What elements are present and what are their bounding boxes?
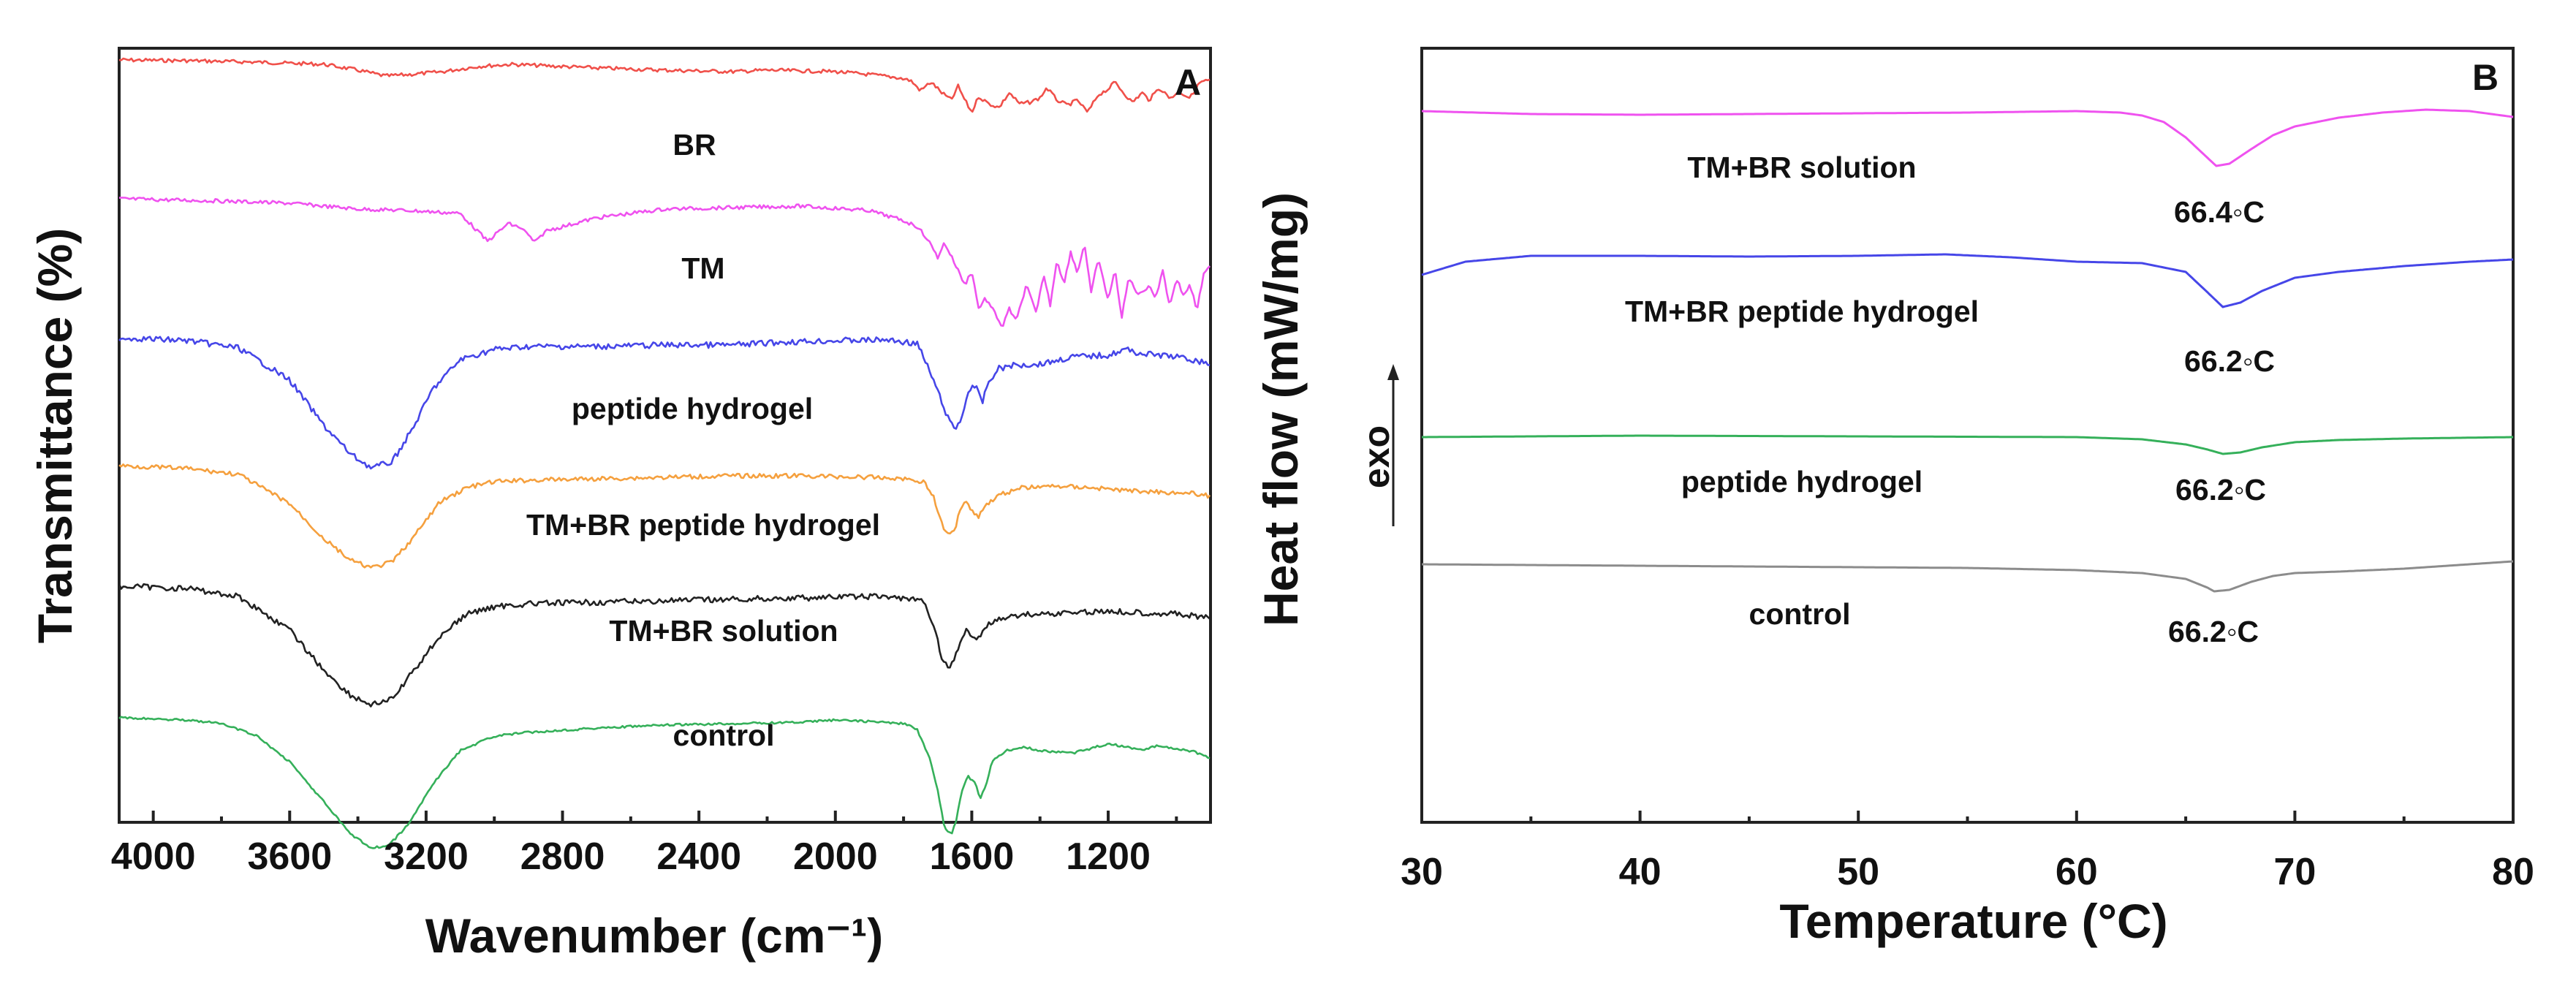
ftir-series-tm-br-peptide-hydrogel: [118, 463, 1211, 569]
ftir-x-tick-label: 2000: [793, 835, 878, 878]
dsc-peak-label-tmbr-peptide-hydrogel: 66.2◦C: [2184, 344, 2275, 378]
ftir-x-tick-label: 1600: [930, 835, 1015, 878]
dsc-x-tick-label: 40: [1619, 851, 1662, 893]
ftir-plot-frame: [118, 47, 1212, 824]
ftir-x-tick-label: 1200: [1066, 835, 1151, 878]
dsc-x-tick-label: 70: [2273, 851, 2316, 893]
dsc-x-tick-label: 60: [2056, 851, 2098, 893]
ftir-label-tmbr-solution: TM+BR solution: [609, 614, 838, 648]
dsc-series-control: [1422, 560, 2514, 593]
ftir-label-control: control: [673, 719, 775, 752]
exo-arrow-head: [1387, 364, 1399, 380]
panel-a-letter: A: [1175, 62, 1201, 103]
dsc-x-ticks: 30 40 50 60 70 80: [1401, 811, 2534, 893]
ftir-x-ticks: 4000 3600 3200 2800 2400 2000 1600 1200: [111, 811, 1178, 878]
dsc-label-tmbr-solution: TM+BR solution: [1687, 151, 1916, 184]
ftir-x-tick-label: 4000: [111, 835, 196, 878]
ftir-y-axis-title: Transmittance (%): [28, 228, 82, 643]
dsc-x-tick-label: 50: [1837, 851, 1879, 893]
ftir-series-peptide-hydrogel: [118, 336, 1211, 470]
dsc-peak-label-tmbr-solution: 66.4◦C: [2174, 195, 2265, 229]
ftir-series-tm-br-solution: [118, 583, 1211, 708]
dsc-x-tick-label: 80: [2492, 851, 2534, 893]
dsc-label-control: control: [1749, 597, 1851, 631]
dsc-series-group: [1421, 108, 2514, 593]
ftir-label-tmbr-peptide-hydrogel: TM+BR peptide hydrogel: [526, 508, 880, 542]
dsc-label-peptide-hydrogel: peptide hydrogel: [1681, 465, 1922, 498]
dsc-label-tmbr-peptide-hydrogel: TM+BR peptide hydrogel: [1625, 295, 1979, 328]
dsc-panel: 30 40 50 60 70 80 B TM+BR solution TM+BR pept…: [1254, 47, 2534, 948]
ftir-label-peptide-hydrogel: peptide hydrogel: [572, 392, 813, 425]
dsc-y-axis-title: Heat flow (mW/mg): [1254, 192, 1308, 626]
panel-b-letter: B: [2472, 57, 2499, 98]
ftir-series-tm: [118, 197, 1211, 327]
dsc-series-tm-br-solution: [1421, 108, 2514, 167]
dsc-peak-label-peptide-hydrogel: 66.2◦C: [2175, 473, 2266, 507]
exo-indicator: exo: [1356, 364, 1399, 526]
ftir-label-tm: TM: [681, 251, 724, 285]
dsc-x-tick-label: 30: [1401, 851, 1443, 893]
dsc-series-peptide-hydrogel: [1422, 434, 2513, 455]
ftir-x-tick-label: 3200: [384, 835, 469, 878]
ftir-series-br: [118, 57, 1211, 113]
ftir-x-tick-label: 2800: [520, 835, 605, 878]
ftir-series-group: [118, 57, 1211, 849]
ftir-series-control: [118, 716, 1211, 849]
exo-label: exo: [1356, 425, 1397, 488]
ftir-x-tick-label: 3600: [247, 835, 332, 878]
ftir-panel: 4000 3600 3200 2800 2400 2000 1600 1200 A BR TM…: [28, 47, 1212, 963]
dsc-x-axis-title: Temperature (°C): [1779, 894, 2167, 948]
ftir-label-br: BR: [673, 128, 716, 162]
dsc-peak-label-control: 66.2◦C: [2168, 615, 2259, 648]
ftir-x-axis-title: Wavenumber (cm⁻¹): [425, 909, 883, 963]
dsc-series-tm-br-peptide-hydrogel: [1421, 253, 2514, 308]
ftir-x-tick-label: 2400: [656, 835, 741, 878]
